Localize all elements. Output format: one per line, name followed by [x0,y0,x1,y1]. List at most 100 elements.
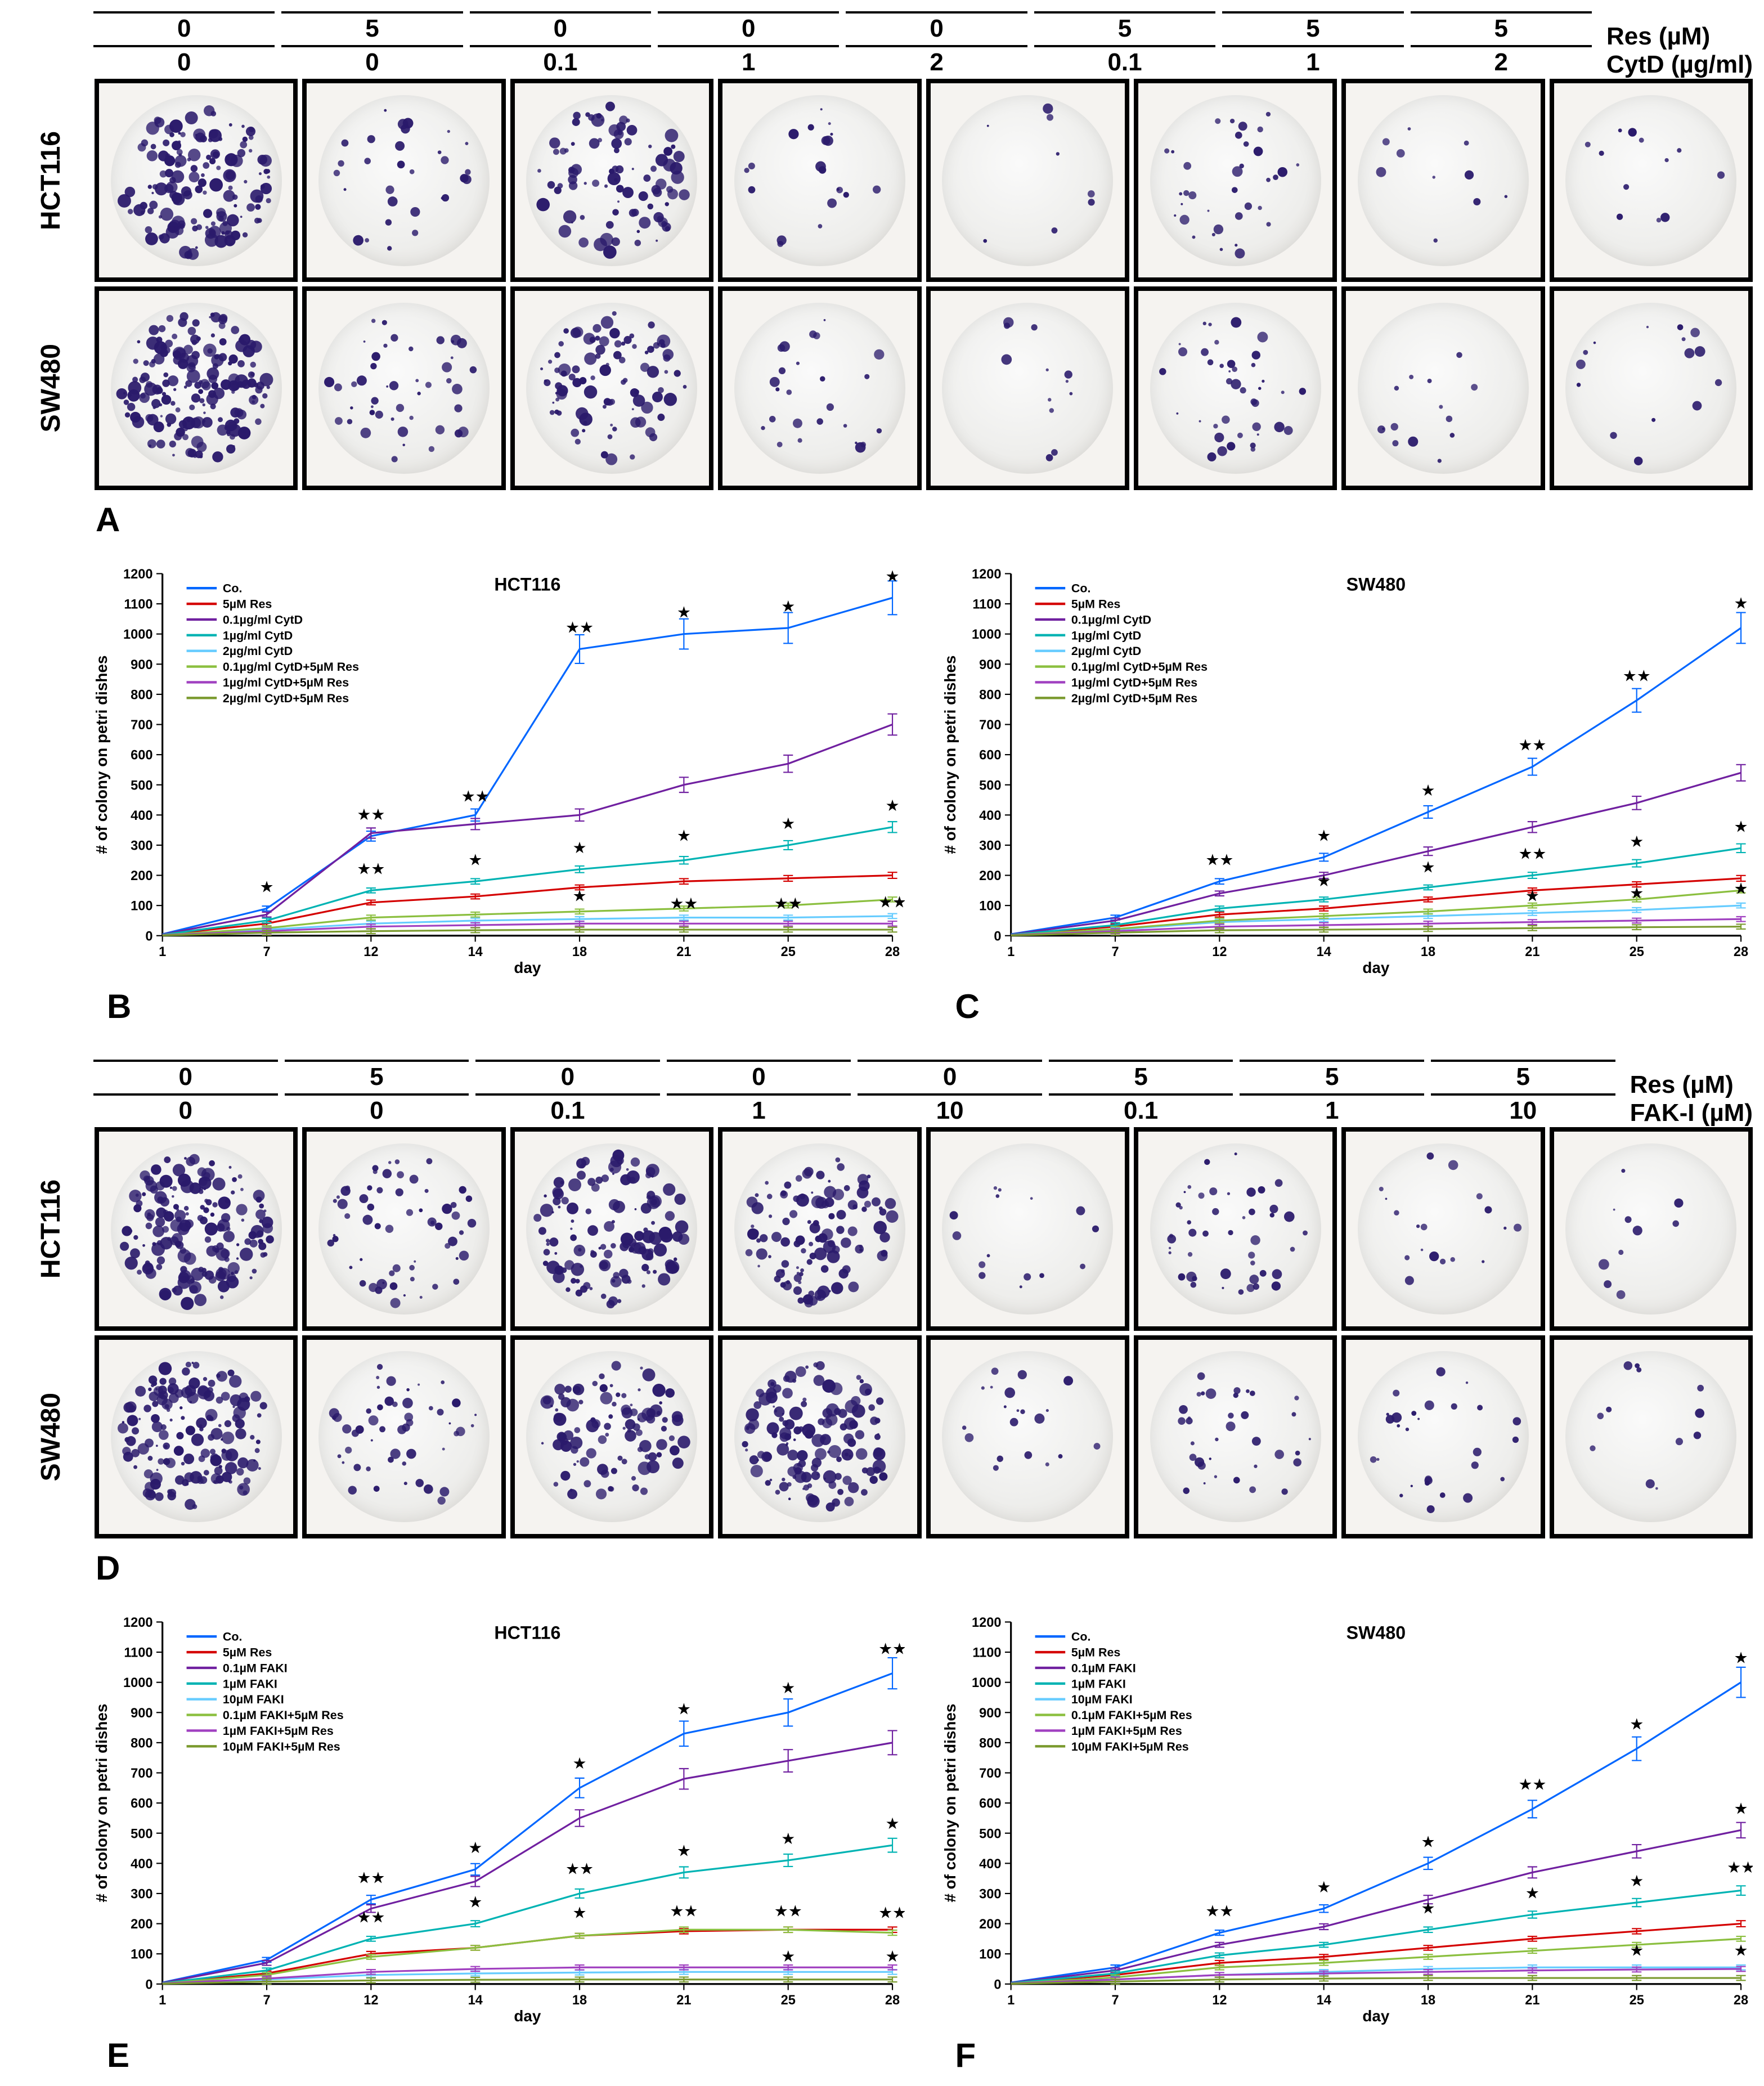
svg-text:# of colony on petri dishes: # of colony on petri dishes [93,655,110,854]
svg-text:100: 100 [131,1947,152,1962]
svg-text:25: 25 [781,944,796,959]
svg-text:★: ★ [1630,1872,1644,1890]
svg-text:★★: ★★ [1205,851,1233,868]
svg-text:★★: ★★ [878,1640,904,1657]
svg-text:28: 28 [885,944,900,959]
svg-text:10µM FAKI: 10µM FAKI [223,1693,284,1706]
condition-res-value: 0 [93,1060,278,1091]
charts-ef: 0100200300400500600700800900100011001200… [90,1610,1753,2075]
svg-text:100: 100 [979,1947,1001,1962]
svg-text:100: 100 [979,898,1001,913]
svg-text:★★: ★★ [1727,1859,1753,1876]
condition-res-value: 5 [1411,11,1592,43]
svg-text:300: 300 [979,1887,1001,1901]
svg-text:★★: ★★ [1518,1776,1546,1793]
svg-text:28: 28 [1733,1993,1748,2007]
svg-text:SW480: SW480 [1346,574,1405,594]
svg-text:★★: ★★ [670,1903,698,1920]
svg-text:Co.: Co. [1071,1630,1090,1644]
svg-text:1µg/ml CytD: 1µg/ml CytD [1071,629,1141,642]
svg-text:1µM FAKI: 1µM FAKI [223,1677,277,1690]
svg-text:900: 900 [131,657,152,672]
svg-text:7: 7 [1111,1993,1119,2007]
svg-text:0: 0 [994,1977,1001,1991]
condition-res-value: 0 [470,11,651,43]
svg-text:★: ★ [1630,833,1644,850]
svg-text:★★: ★★ [1622,667,1650,684]
chart-e: 0100200300400500600700800900100011001200… [90,1610,905,2033]
svg-text:800: 800 [979,1736,1001,1751]
svg-text:2µg/ml CytD+5µM Res: 2µg/ml CytD+5µM Res [1071,692,1197,705]
chart-c-wrap: 0100200300400500600700800900100011001200… [939,562,1753,1026]
svg-text:★: ★ [573,1755,587,1772]
svg-text:★: ★ [573,1904,587,1921]
svg-text:1200: 1200 [123,1615,152,1630]
dish-row-label: HCT116 [35,131,66,230]
svg-text:900: 900 [131,1706,152,1720]
svg-text:300: 300 [131,838,152,853]
condition-res-value: 5 [1222,11,1403,43]
svg-text:14: 14 [1316,1993,1331,2007]
petri-dish [510,1335,713,1538]
panel-a-block: 05000555 000.1120.112 Res (µM) CytD (µg/… [11,11,1753,539]
petri-dish [1550,1127,1753,1330]
svg-text:2µg/ml CytD: 2µg/ml CytD [1071,644,1141,658]
svg-text:day: day [514,959,541,976]
condition-treat-value: 0.1 [1034,45,1215,77]
petri-dish [95,286,298,490]
petri-dish [718,79,921,282]
svg-text:★★: ★★ [774,1903,802,1920]
svg-text:★: ★ [1525,887,1539,904]
panel-d-letter: D [96,1549,1753,1587]
petri-dish [926,1335,1129,1538]
svg-text:21: 21 [1525,944,1539,959]
panel-d-header: 05000555 000.11100.1110 Res (µM) FAK-I (… [11,1060,1753,1127]
chart-b-wrap: 0100200300400500600700800900100011001200… [90,562,905,1026]
condition-res-value: 0 [475,1060,660,1091]
svg-text:0.1µM FAKI+5µM Res: 0.1µM FAKI+5µM Res [1071,1708,1192,1722]
svg-text:★: ★ [1734,594,1748,612]
svg-text:★★: ★★ [878,1904,904,1921]
svg-text:★★: ★★ [1205,1903,1233,1920]
svg-text:1000: 1000 [972,627,1001,641]
petri-dish [926,79,1129,282]
condition-treat-value: 0.1 [1049,1093,1233,1125]
treat-label-a: CytD (µg/ml) [1595,51,1753,79]
svg-text:25: 25 [781,1993,796,2007]
panel-a-header: 05000555 000.1120.112 Res (µM) CytD (µg/… [11,11,1753,79]
svg-text:★★: ★★ [565,618,594,636]
petri-dish [1341,286,1545,490]
svg-text:5µM Res: 5µM Res [1071,597,1120,611]
svg-text:1200: 1200 [972,567,1001,581]
svg-text:day: day [1362,2007,1390,2025]
panel-d-treat-row: 000.11100.1110 [11,1093,1619,1125]
svg-text:HCT116: HCT116 [494,574,560,594]
condition-res-value: 0 [93,11,275,43]
svg-text:7: 7 [1111,944,1119,959]
condition-treat-value: 2 [846,45,1027,77]
svg-text:0: 0 [145,1977,152,1991]
svg-text:1µg/ml CytD+5µM Res: 1µg/ml CytD+5µM Res [1071,676,1197,689]
panel-c-letter: C [955,987,1753,1026]
svg-text:0.1µM FAKI+5µM Res: 0.1µM FAKI+5µM Res [223,1708,344,1722]
svg-text:★: ★ [781,598,795,615]
svg-text:0.1µg/ml CytD: 0.1µg/ml CytD [1071,613,1151,626]
svg-text:10µM FAKI+5µM Res: 10µM FAKI+5µM Res [223,1740,340,1753]
svg-text:★: ★ [1317,1878,1331,1896]
petri-dish [302,79,505,282]
svg-text:0: 0 [994,928,1001,943]
svg-text:day: day [514,2007,541,2025]
svg-text:12: 12 [1212,944,1227,959]
svg-text:1000: 1000 [972,1675,1001,1690]
svg-text:# of colony on petri dishes: # of colony on petri dishes [93,1704,110,1903]
svg-text:300: 300 [131,1887,152,1901]
svg-text:800: 800 [979,687,1001,702]
svg-text:2µg/ml CytD: 2µg/ml CytD [223,644,293,658]
petri-dish [302,1335,505,1538]
petri-dish [926,286,1129,490]
petri-dish [1134,1127,1337,1330]
svg-text:★: ★ [1734,1800,1748,1817]
svg-text:★: ★ [781,815,795,832]
svg-text:★★: ★★ [461,787,490,805]
svg-text:★: ★ [886,1815,900,1832]
